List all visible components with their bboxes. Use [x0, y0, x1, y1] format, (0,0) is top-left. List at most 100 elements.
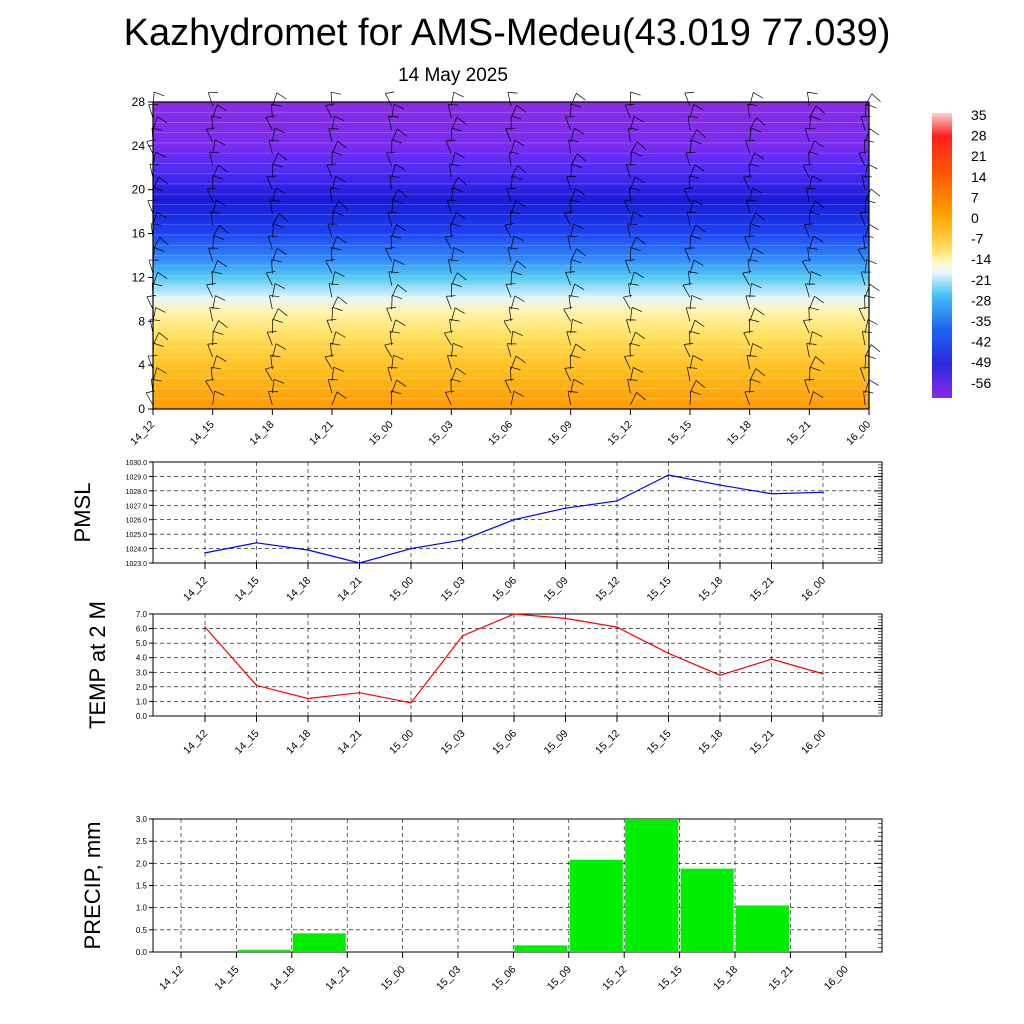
y-tick-label: 4.0: [136, 654, 148, 663]
x-tick-label: 15_12: [593, 575, 622, 604]
wind-barb-flag: [567, 390, 578, 393]
x-tick-label: 15_12: [600, 964, 629, 993]
wind-barb-flag: [633, 367, 644, 373]
wind-barb-flag: [213, 235, 225, 240]
wind-barb-flag: [457, 272, 467, 281]
wind-barb: [563, 308, 571, 322]
wind-barb: [451, 212, 457, 226]
wind-barb-flag: [696, 129, 706, 138]
x-tick-label: 15_12: [593, 728, 622, 757]
y-tick-label: 1024.0: [126, 547, 148, 554]
wind-barb-flag: [869, 284, 880, 292]
wind-barb: [272, 92, 278, 107]
x-tick-label: 15_12: [605, 419, 634, 448]
wind-barb-flag: [636, 141, 647, 150]
wind-barb-flag: [388, 115, 399, 118]
y-tick-label: 5.0: [136, 639, 148, 648]
x-tick-label: 15_03: [438, 728, 467, 757]
wind-barb-flag: [756, 117, 766, 126]
wind-barb: [808, 331, 813, 346]
temp-point: [307, 697, 309, 700]
wind-barb: [809, 105, 817, 119]
x-tick-label: 15_15: [656, 964, 685, 993]
wind-barb-flag: [392, 199, 404, 205]
y-tick-label: 1.0: [136, 904, 148, 913]
wind-barb-flag: [627, 378, 638, 381]
wind-barb-flag: [445, 390, 455, 393]
wind-barb: [152, 367, 158, 382]
wind-barb: [212, 200, 217, 214]
wind-barb: [509, 211, 512, 226]
x-tick-label: 15_06: [486, 419, 515, 448]
x-tick-label: 14_18: [268, 964, 297, 993]
wind-barb: [450, 247, 455, 262]
pmsl-point: [822, 491, 824, 494]
wind-barb: [628, 127, 631, 142]
wind-barb-flag: [862, 175, 872, 178]
colorbar-label: -42: [971, 334, 991, 350]
wind-barb-flag: [146, 139, 156, 142]
wind-barb-flag: [688, 271, 699, 274]
x-tick-label: 14_12: [157, 964, 186, 993]
wind-barb-flag: [515, 355, 526, 363]
wind-barb-flag: [625, 259, 635, 261]
wind-barb: [570, 93, 577, 107]
wind-barb-flag: [636, 236, 646, 245]
wind-barb-flag: [335, 331, 346, 338]
wind-barb: [388, 271, 393, 286]
y-tick-label: 1023.0: [126, 561, 148, 568]
wind-barb: [808, 235, 814, 250]
wind-barb: [445, 296, 452, 310]
wind-barb: [629, 116, 635, 131]
wind-barb: [570, 163, 573, 178]
wind-barb-flag: [516, 260, 527, 269]
wind-barb-flag: [755, 368, 766, 377]
colorbar-label: -56: [971, 375, 991, 391]
wind-barb: [570, 153, 578, 166]
wind-barb: [505, 128, 512, 143]
temp-point: [513, 613, 515, 615]
wind-barb: [391, 355, 394, 370]
pmsl-point: [358, 562, 361, 564]
wind-barb-flag: [567, 235, 578, 238]
wind-barb-flag: [624, 199, 634, 202]
wind-barb-flag: [276, 248, 287, 256]
wind-barb-flag: [692, 355, 703, 361]
x-tick-label: 15_00: [367, 419, 396, 448]
wind-barb-flag: [573, 223, 584, 230]
wind-barb: [682, 285, 691, 298]
wind-barb: [328, 283, 333, 298]
wind-barb-flag: [449, 163, 460, 166]
wind-barb: [749, 187, 753, 202]
wind-barb: [146, 141, 154, 154]
x-tick-label: 14_15: [212, 964, 241, 993]
x-tick-label: 16_00: [844, 419, 873, 448]
wind-barb-flag: [694, 164, 705, 172]
wind-barb-flag: [332, 151, 343, 156]
wind-barb-flag: [218, 164, 228, 173]
wind-barb-flag: [866, 259, 877, 265]
wind-barb-flag: [803, 318, 813, 321]
wind-barb-flag: [278, 213, 289, 222]
pmsl-point: [461, 539, 464, 541]
wind-barb: [570, 188, 576, 202]
x-tick-label: 15_21: [784, 419, 813, 448]
wind-barb: [570, 319, 573, 334]
wind-barb-flag: [333, 211, 344, 217]
pmsl-point: [667, 474, 670, 476]
wind-barb-flag: [695, 224, 706, 233]
wind-barb-flag: [749, 318, 760, 323]
wind-barb-flag: [205, 378, 215, 382]
wind-barb: [808, 115, 812, 130]
wind-barb-flag: [812, 331, 823, 337]
wind-barb: [809, 200, 816, 214]
plot-frame: [152, 613, 883, 717]
wind-barb-flag: [332, 306, 343, 311]
x-tick-label: 14_12: [128, 419, 157, 448]
y-tick-label: 0.0: [136, 712, 148, 721]
wind-barb: [331, 367, 335, 382]
wind-barb: [212, 320, 219, 334]
wind-barb-flag: [684, 247, 695, 249]
wind-barb-flag: [565, 271, 576, 273]
wind-barb: [564, 368, 571, 382]
